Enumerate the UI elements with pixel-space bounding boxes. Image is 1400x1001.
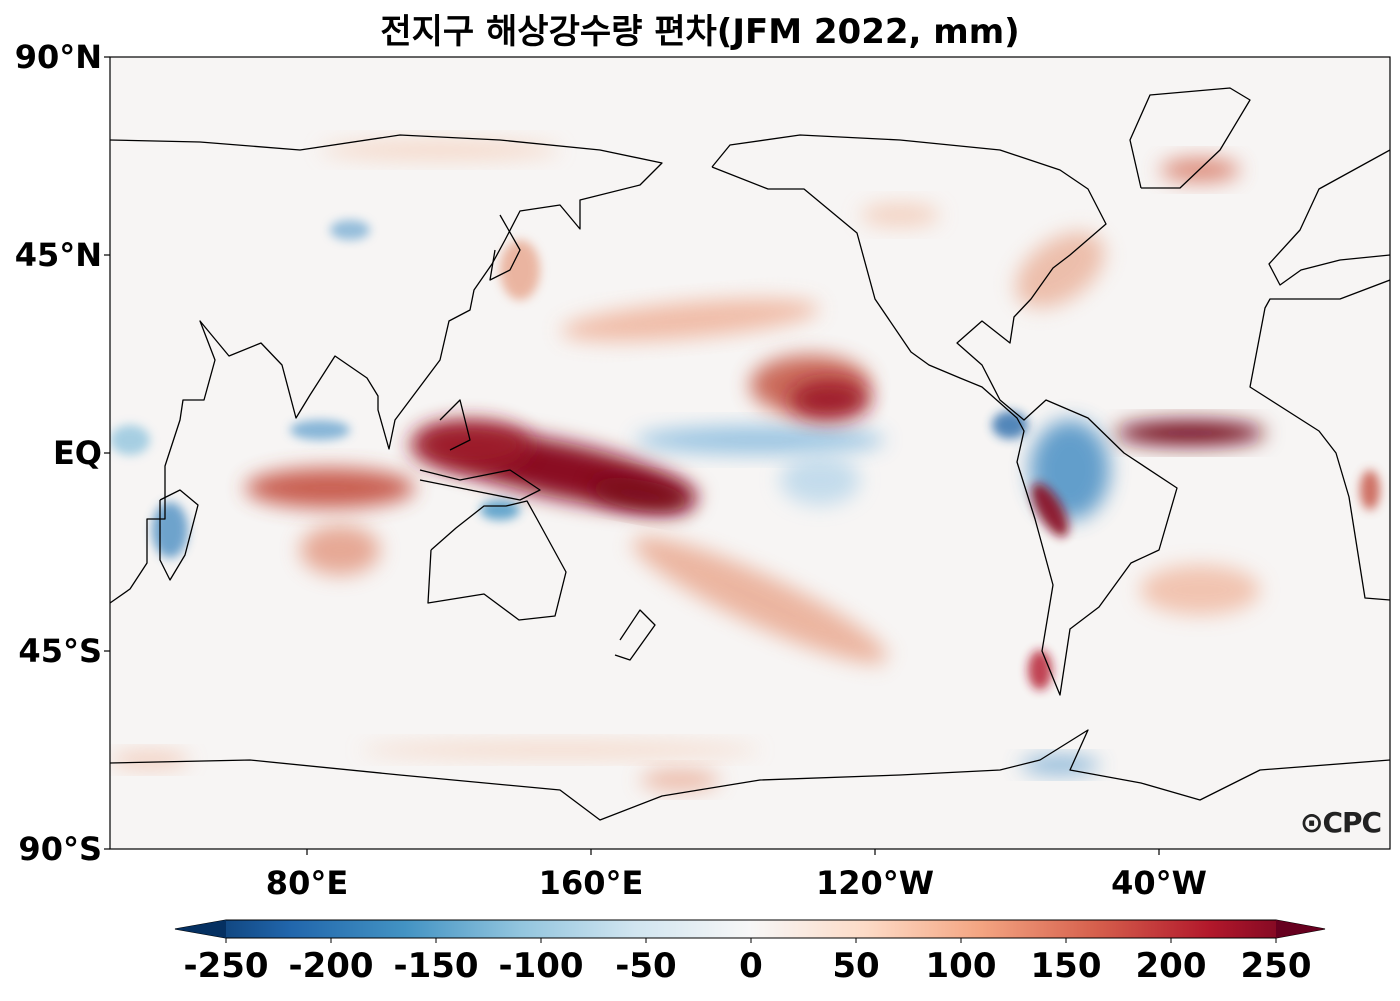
anomaly-region	[330, 220, 370, 240]
coastline	[1268, 149, 1390, 286]
coastline	[427, 500, 567, 621]
anomaly-region	[632, 536, 888, 664]
colorbar-tick-label: -100	[498, 946, 584, 986]
axis-ticks	[104, 56, 1160, 855]
anomaly-region	[992, 411, 1028, 439]
anomaly-region	[1028, 650, 1052, 690]
anomaly-region	[300, 525, 380, 575]
colorbar-extend-high	[1276, 920, 1325, 938]
logo-text: CPC	[1322, 806, 1382, 839]
lon-label-40w: 40°W	[1111, 864, 1207, 902]
map-area	[110, 57, 1390, 849]
coastline	[1129, 87, 1251, 189]
anomaly-region	[1031, 483, 1069, 537]
anomaly-region	[635, 426, 885, 454]
coastline	[614, 609, 656, 661]
cpc-logo: ⊙CPC	[1300, 806, 1382, 839]
anomaly-region	[320, 140, 560, 160]
colorbar	[174, 919, 1326, 943]
coastlines	[110, 87, 1390, 821]
lat-label-45n: 45°N	[14, 236, 102, 274]
colorbar-tick-label: -50	[615, 946, 677, 986]
anomaly-field	[110, 140, 1380, 790]
colorbar-extend-low	[175, 920, 226, 938]
anomaly-region	[1140, 565, 1260, 615]
anomaly-region	[790, 380, 870, 420]
anomaly-region	[1020, 757, 1100, 773]
logo-wave-icon: ⊙	[1300, 806, 1323, 839]
colorbar-bar	[174, 919, 1326, 939]
colorbar-tick-label: -200	[288, 946, 374, 986]
colorbar-tick-label: 200	[1135, 946, 1207, 986]
anomaly-region	[110, 425, 150, 455]
anomaly-region	[290, 420, 350, 440]
anomaly-region	[110, 752, 190, 768]
colorbar-tick-label: 100	[925, 946, 997, 986]
colorbar-tick-label: -150	[393, 946, 479, 986]
anomaly-region	[410, 420, 530, 470]
coastline	[489, 214, 521, 281]
anomaly-region	[152, 502, 188, 558]
lat-label-eq: EQ	[52, 434, 102, 472]
anomaly-region	[1115, 421, 1265, 445]
colorbar-tick-label: 250	[1240, 946, 1312, 986]
coastline	[419, 469, 541, 501]
anomaly-region	[480, 500, 520, 520]
anomaly-region	[590, 477, 690, 513]
anomaly-region	[1360, 470, 1380, 510]
lat-label-90n: 90°N	[14, 38, 102, 76]
colorbar-tick-label: 0	[739, 946, 763, 986]
colorbar-tick-label: 150	[1030, 946, 1102, 986]
anomaly-region	[780, 455, 860, 505]
coastline	[110, 729, 1390, 821]
lat-label-90s: 90°S	[18, 830, 102, 868]
anomaly-region	[360, 742, 760, 758]
anomaly-region	[500, 240, 540, 300]
colorbar-tick-label: 50	[832, 946, 880, 986]
colorbar-tick-label: -250	[183, 946, 269, 986]
coastline	[110, 134, 663, 604]
coastline	[159, 489, 199, 581]
coastline	[1249, 279, 1390, 601]
anomaly-region	[860, 203, 940, 227]
anomaly-region	[245, 468, 415, 508]
lon-label-80e: 80°E	[265, 864, 349, 902]
lat-label-45s: 45°S	[18, 632, 102, 670]
anomaly-region	[560, 298, 820, 342]
lon-label-160e: 160°E	[538, 864, 644, 902]
anomaly-region	[640, 770, 720, 790]
coastline	[711, 134, 1178, 696]
map-title: 전지구 해상강수량 편차(JFM 2022, mm)	[380, 12, 1020, 52]
coastline	[439, 399, 471, 451]
lon-label-120w: 120°W	[815, 864, 935, 902]
anomaly-region	[1160, 158, 1240, 182]
